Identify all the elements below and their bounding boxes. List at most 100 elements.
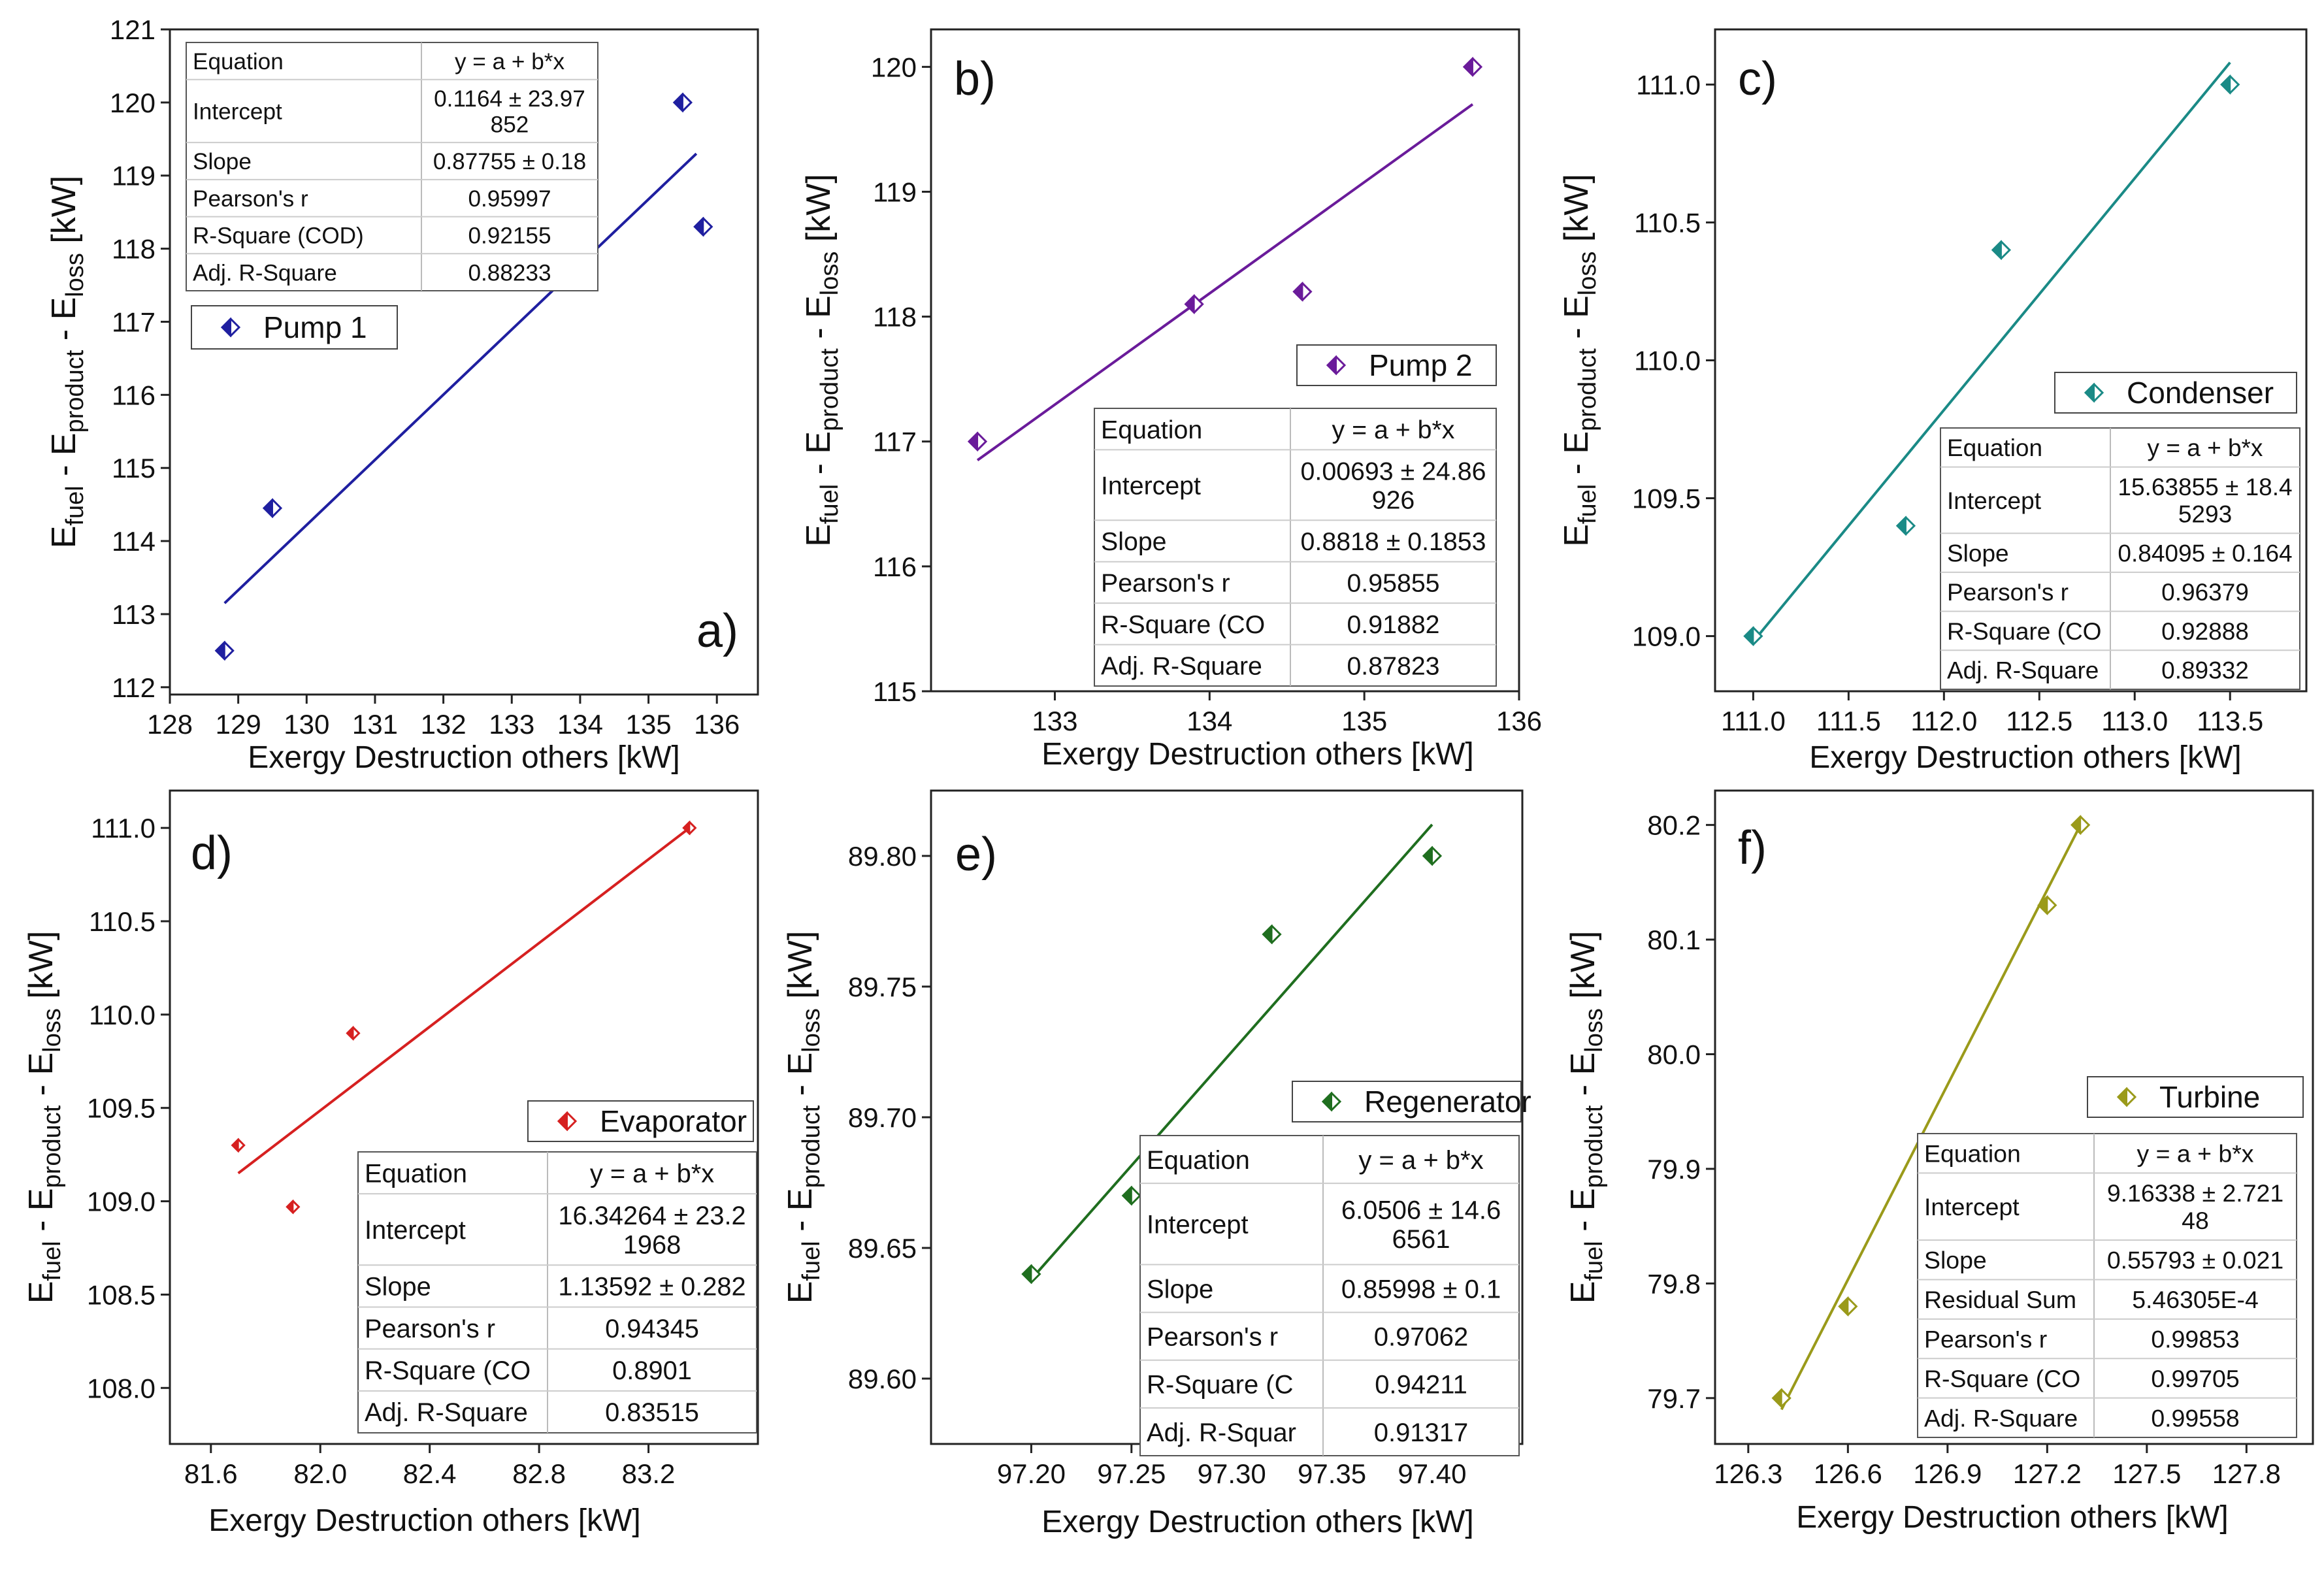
y-axis-label-part: [kW] — [800, 174, 838, 251]
legend-label: Pump 2 — [1369, 348, 1473, 382]
stats-key: Adj. R-Square — [1924, 1404, 2078, 1432]
stats-key: Intercept — [1101, 472, 1201, 500]
panel-label: d) — [191, 827, 233, 879]
stats-table-row: Intercept 9.16338 ± 2.721 48 — [1924, 1179, 2283, 1234]
stats-value-line: 0.1164 ± 23.97 — [434, 86, 585, 112]
stats-value: y = a + b*x — [1358, 1146, 1483, 1175]
stats-value: 9.16338 ± 2.721 48 — [2107, 1179, 2283, 1234]
x-tick-label: 126.3 — [1714, 1458, 1782, 1489]
y-tick-label: 110.0 — [1634, 346, 1701, 376]
stats-key: Equation — [365, 1159, 467, 1188]
data-point — [1462, 56, 1483, 77]
plot-frame — [169, 28, 759, 696]
stats-table-row: R-Square (CO 0.99705 — [1924, 1365, 2240, 1392]
stats-value: y = a + b*x — [455, 49, 565, 74]
stats-key: Intercept — [365, 1216, 466, 1245]
x-tick-label: 132 — [421, 709, 466, 740]
y-axis-label-part: - E — [45, 433, 83, 485]
y-axis-label-subscript: loss — [61, 253, 89, 297]
y-axis-label-part: E — [1564, 1281, 1602, 1304]
x-tick-label: 97.35 — [1298, 1458, 1366, 1489]
stats-table-box — [1094, 408, 1497, 687]
data-point — [1422, 845, 1443, 866]
y-tick-label: 79.8 — [1647, 1268, 1701, 1299]
data-point — [693, 216, 713, 237]
data-point — [214, 640, 235, 661]
data-point — [231, 1138, 246, 1153]
x-axis-label: Exergy Destruction others [kW] — [248, 740, 680, 775]
data-point — [1262, 924, 1282, 945]
stats-value: 0.55793 ± 0.021 — [2107, 1247, 2283, 1274]
x-tick-label: 97.20 — [997, 1458, 1066, 1489]
y-axis-label-subscript: fuel — [798, 1241, 825, 1281]
chart-panel-5: 97.20 97.25 97.30 97.35 97.40 89.60 89.65 89.70… — [781, 789, 1531, 1539]
legend: Condenser — [2054, 372, 2297, 414]
legend: Turbine — [2087, 1076, 2304, 1118]
data-point — [1771, 1388, 1792, 1409]
y-axis-label-part: E — [22, 1281, 60, 1304]
y-axis-label: Efuel - Eproduct - Eloss [kW] — [800, 174, 843, 547]
stats-value: 0.99558 — [2151, 1404, 2239, 1432]
y-axis-label-subscript: product — [61, 350, 89, 433]
stats-key: R-Square (CO — [1101, 610, 1265, 639]
stats-table-box — [1917, 1133, 2297, 1438]
stats-value: y = a + b*x — [590, 1159, 714, 1188]
y-axis-label-part: - E — [800, 295, 838, 348]
stats-key: Adj. R-Square — [1947, 656, 2099, 683]
stats-table-box — [1139, 1135, 1520, 1456]
stats-key: Equation — [1147, 1146, 1250, 1175]
stats-value-line: 6.0506 ± 14.6 — [1341, 1196, 1501, 1224]
stats-value-line: 0.00693 ± 24.86 — [1301, 457, 1486, 485]
stats-table-row: Equation y = a + b*x — [1947, 434, 2263, 461]
data-point — [2037, 895, 2057, 915]
stats-table: Equation y = a + b*x Intercept 0.00693 ± 24… — [1094, 408, 1497, 687]
y-tick-label: 109.0 — [1632, 621, 1701, 652]
y-tick-label: 119 — [873, 176, 917, 207]
stats-key: Adj. R-Square — [193, 260, 337, 286]
x-tick-label: 136 — [1496, 706, 1542, 736]
stats-table: Equation y = a + b*x Intercept 9.16338 ± 2.… — [1917, 1133, 2297, 1438]
stats-table-row: Slope 0.87755 ± 0.18 — [193, 149, 586, 174]
y-axis-label-part: [kW] — [781, 931, 819, 1008]
stats-key: Slope — [1947, 539, 2009, 566]
panel-label: b) — [954, 53, 996, 105]
x-tick-label: 113.5 — [2197, 706, 2263, 736]
x-tick-label: 82.8 — [512, 1458, 566, 1489]
plot-frame — [1714, 789, 2314, 1445]
stats-table-row: Slope 0.85998 ± 0.1 — [1147, 1275, 1501, 1303]
x-tick-label: 111.5 — [1816, 706, 1881, 736]
stats-value: y = a + b*x — [1332, 416, 1455, 444]
marker-fill — [1122, 1185, 1132, 1206]
stats-value-line: 5293 — [2178, 500, 2232, 528]
stats-value-line: 852 — [491, 112, 529, 137]
stats-table-row: R-Square (CO 0.8901 — [365, 1356, 692, 1385]
y-tick-label: 89.60 — [848, 1364, 917, 1394]
y-axis-label-subscript: loss — [1580, 1008, 1608, 1053]
stats-table-row: Adj. R-Squar 0.91317 — [1147, 1418, 1468, 1447]
x-tick-label: 113.0 — [2101, 706, 2168, 736]
x-axis-label: Exergy Destruction others [kW] — [1041, 1505, 1474, 1539]
legend-label: Turbine — [2159, 1080, 2260, 1114]
stats-value-line: 15.63855 ± 18.4 — [2118, 473, 2292, 500]
stats-value: 0.99705 — [2151, 1365, 2239, 1392]
y-axis-label: Efuel - Eproduct - Eloss [kW] — [1558, 174, 1601, 547]
stats-key: Residual Sum — [1924, 1286, 2076, 1313]
y-axis-label-subscript: product — [816, 348, 843, 431]
marker-fill — [1185, 294, 1195, 314]
y-tick-label: 111.0 — [91, 813, 155, 843]
y-tick-label: 108.5 — [87, 1279, 155, 1310]
stats-value: y = a + b*x — [2137, 1140, 2254, 1168]
marker-fill — [1991, 240, 2002, 261]
y-axis-label-subscript: loss — [816, 252, 843, 296]
chart-panel-3: 111.0 111.5 112.0 112.5 113.0 113.5 109.0 109.5… — [1558, 28, 2308, 775]
x-tick-label: 97.25 — [1097, 1458, 1166, 1489]
stats-value: 0.96379 — [2161, 578, 2249, 606]
marker-fill — [1322, 1091, 1332, 1112]
marker-fill — [1896, 516, 1907, 536]
y-tick-label: 116 — [112, 380, 155, 410]
data-point — [262, 498, 283, 519]
y-axis-label-part: - E — [781, 1188, 819, 1241]
chart-panel-6: 126.3 126.6 126.9 127.2 127.5 127.8 79.7 79.8 79… — [1564, 789, 2314, 1535]
y-axis-label-part: [kW] — [1558, 174, 1596, 251]
y-tick-label: 110.0 — [89, 1000, 155, 1030]
